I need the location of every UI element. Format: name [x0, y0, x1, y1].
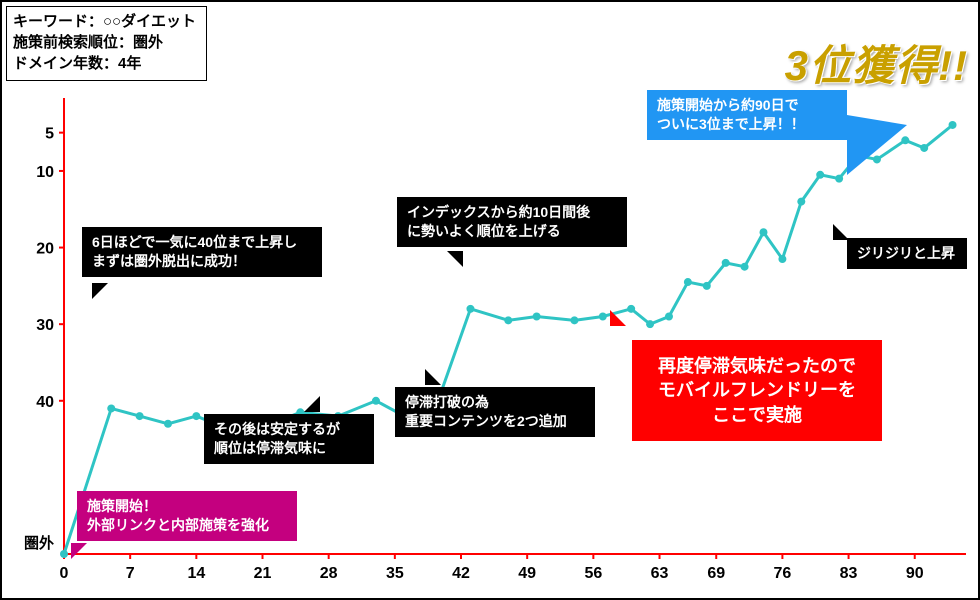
headline-text: 3位獲得!! [785, 32, 968, 93]
callout-rise40: 6日ほどで一気に40位まで上昇し まずは圏外脱出に成功！ [82, 227, 322, 277]
svg-text:21: 21 [254, 565, 272, 582]
svg-text:42: 42 [452, 565, 470, 582]
svg-text:56: 56 [584, 565, 602, 582]
svg-text:76: 76 [774, 565, 792, 582]
svg-text:63: 63 [651, 565, 669, 582]
svg-text:49: 49 [518, 565, 536, 582]
svg-text:14: 14 [187, 565, 205, 582]
callout-gradual: ジリジリと上昇 [847, 238, 967, 269]
svg-text:10: 10 [36, 164, 54, 181]
callout-stable: その後は安定するが 順位は停滞気味に [204, 414, 374, 464]
chart-frame: キーワード：○○ダイエット 施策前検索順位：圏外 ドメイン年数：4年 3位獲得!… [0, 0, 980, 600]
svg-text:5: 5 [45, 126, 54, 143]
svg-text:7: 7 [126, 565, 135, 582]
callout-index10: インデックスから約10日間後 に勢いよく順位を上げる [397, 197, 627, 247]
info-box: キーワード：○○ダイエット 施策前検索順位：圏外 ドメイン年数：4年 [6, 6, 207, 81]
svg-text:83: 83 [840, 565, 858, 582]
svg-text:30: 30 [36, 317, 54, 334]
info-line-3: ドメイン年数：4年 [13, 53, 196, 74]
info-line-1: キーワード：○○ダイエット [13, 11, 196, 32]
callout-start: 施策開始！ 外部リンクと内部施策を強化 [77, 491, 297, 541]
info-line-2: 施策前検索順位：圏外 [13, 32, 196, 53]
svg-text:20: 20 [36, 241, 54, 258]
callout-add2: 停滞打破の為 重要コンテンツを2つ追加 [395, 387, 595, 437]
callout-mobile: 再度停滞気味だったので モバイルフレンドリーを ここで実施 [632, 340, 882, 441]
svg-text:0: 0 [60, 565, 69, 582]
svg-text:28: 28 [320, 565, 338, 582]
svg-text:90: 90 [906, 565, 924, 582]
callout-day90: 施策開始から約90日で ついに3位まで上昇！！ [647, 90, 847, 140]
svg-text:40: 40 [36, 394, 54, 411]
svg-text:35: 35 [386, 565, 404, 582]
svg-text:圏外: 圏外 [24, 534, 54, 552]
svg-text:69: 69 [707, 565, 725, 582]
